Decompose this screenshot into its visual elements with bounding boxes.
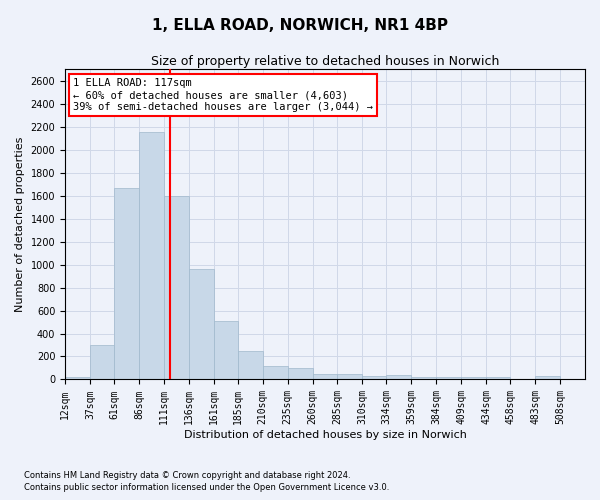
Bar (139, 132, 164, 380)
Bar (337, 374, 362, 380)
Bar (238, 350, 263, 380)
Bar (263, 366, 287, 380)
Bar (510, 379, 535, 380)
Text: 1, ELLA ROAD, NORWICH, NR1 4BP: 1, ELLA ROAD, NORWICH, NR1 4BP (152, 18, 448, 32)
Bar (114, 188, 139, 380)
Bar (362, 376, 386, 380)
Title: Size of property relative to detached houses in Norwich: Size of property relative to detached ho… (151, 55, 499, 68)
Bar (164, 196, 189, 380)
Text: Contains public sector information licensed under the Open Government Licence v3: Contains public sector information licen… (24, 483, 389, 492)
Bar (214, 322, 238, 380)
Bar (535, 376, 560, 380)
Bar (90, 345, 114, 380)
Bar (560, 379, 585, 380)
Bar (386, 375, 412, 380)
Bar (65, 376, 90, 380)
Bar (313, 374, 337, 380)
Bar (189, 269, 214, 380)
Text: Contains HM Land Registry data © Crown copyright and database right 2024.: Contains HM Land Registry data © Crown c… (24, 470, 350, 480)
Bar (412, 377, 436, 380)
X-axis label: Distribution of detached houses by size in Norwich: Distribution of detached houses by size … (184, 430, 466, 440)
Bar (461, 377, 486, 380)
Y-axis label: Number of detached properties: Number of detached properties (15, 136, 25, 312)
Bar (486, 376, 510, 380)
Bar (436, 376, 461, 380)
Bar (287, 368, 313, 380)
Text: 1 ELLA ROAD: 117sqm
← 60% of detached houses are smaller (4,603)
39% of semi-det: 1 ELLA ROAD: 117sqm ← 60% of detached ho… (73, 78, 373, 112)
